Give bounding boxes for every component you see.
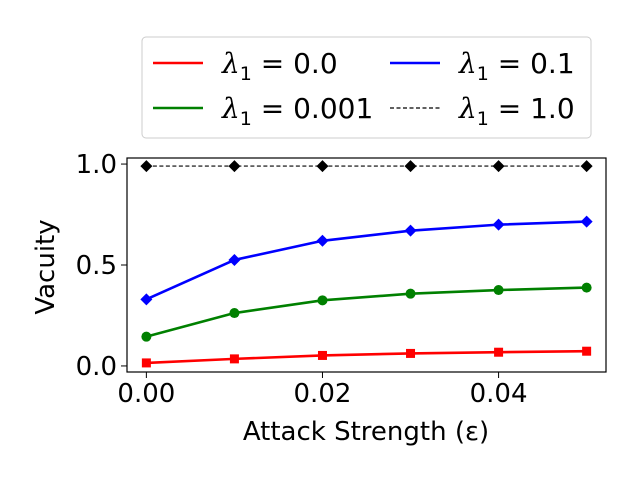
legend-entry: λ1 = 0.001 bbox=[153, 92, 373, 130]
data-point bbox=[494, 347, 504, 357]
data-point bbox=[581, 282, 592, 293]
data-point bbox=[406, 348, 416, 358]
series-line bbox=[146, 349, 587, 365]
legend-label: λ1 = 0.1 bbox=[458, 47, 575, 85]
y-tick-label: 1.0 bbox=[76, 150, 117, 180]
x-tick-label: 0.00 bbox=[117, 379, 175, 409]
data-point bbox=[228, 160, 241, 173]
series-line bbox=[145, 220, 587, 301]
legend-entry: λ1 = 1.0 bbox=[390, 92, 575, 130]
data-point bbox=[229, 354, 239, 364]
data-point bbox=[492, 160, 505, 173]
legend-label: λ1 = 0.0 bbox=[221, 47, 338, 85]
series-0 bbox=[141, 346, 592, 368]
y-tick-label: 0.0 bbox=[76, 352, 117, 382]
data-point bbox=[404, 160, 417, 173]
legend-entry: λ1 = 0.1 bbox=[390, 47, 575, 85]
data-point bbox=[316, 234, 329, 247]
plot-frame bbox=[126, 157, 607, 373]
data-point bbox=[493, 285, 504, 296]
legend-label: λ1 = 1.0 bbox=[458, 92, 575, 130]
data-point bbox=[140, 293, 153, 306]
data-point bbox=[492, 218, 505, 231]
data-point bbox=[317, 350, 327, 360]
series-line bbox=[146, 286, 587, 338]
x-tick-label: 0.04 bbox=[470, 379, 528, 409]
x-axis-label: Attack Strength (ε) bbox=[243, 417, 489, 447]
x-tick-label: 0.02 bbox=[294, 379, 352, 409]
legend-label: λ1 = 0.001 bbox=[221, 92, 373, 130]
data-point bbox=[317, 295, 328, 306]
series-3 bbox=[140, 160, 593, 173]
data-point bbox=[580, 160, 593, 173]
legend-entry: λ1 = 0.0 bbox=[153, 47, 338, 85]
data-point bbox=[229, 308, 240, 319]
series-1 bbox=[141, 282, 592, 342]
y-tick-label: 0.5 bbox=[76, 251, 117, 281]
data-point bbox=[140, 160, 153, 173]
data-point bbox=[580, 215, 593, 228]
legend-frame bbox=[141, 36, 592, 139]
data-point bbox=[582, 346, 592, 356]
axes: 0.00 0.02 0.04 0.0 0.5 1.0 bbox=[76, 150, 607, 409]
plot-area bbox=[140, 160, 593, 368]
data-point bbox=[405, 288, 416, 299]
data-point bbox=[228, 253, 241, 266]
data-point bbox=[141, 331, 152, 342]
data-point bbox=[316, 160, 329, 173]
data-point bbox=[404, 224, 417, 237]
series-2 bbox=[140, 215, 593, 306]
data-point bbox=[141, 358, 151, 368]
y-axis-label: Vacuity bbox=[31, 219, 61, 314]
legend: λ1 = 0.0 λ1 = 0.001 λ1 = 0.1 λ1 = 1.0 bbox=[141, 36, 592, 139]
